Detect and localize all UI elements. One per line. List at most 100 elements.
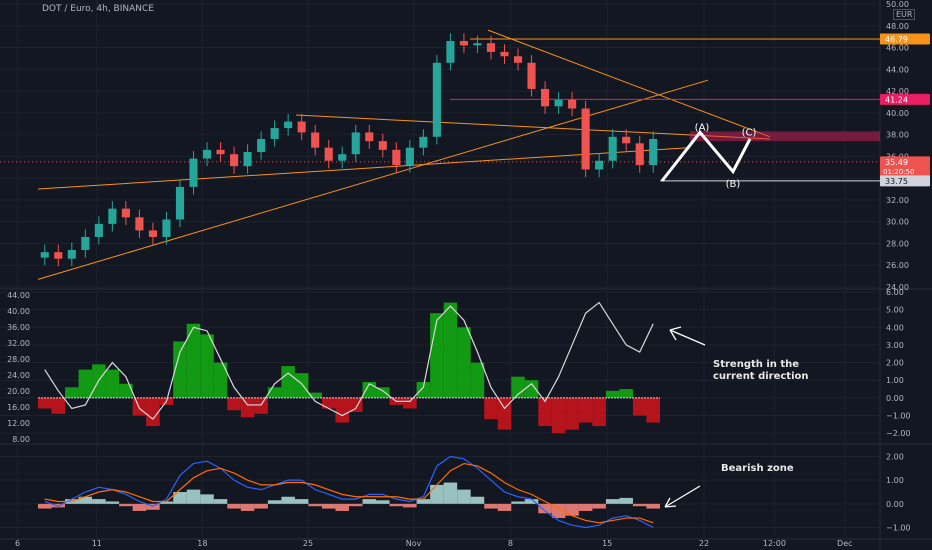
price-axis-label bbox=[880, 175, 930, 187]
candle-body bbox=[338, 154, 347, 161]
macd-line bbox=[44, 455, 654, 529]
candle-body bbox=[649, 138, 658, 166]
candle-body bbox=[202, 149, 212, 159]
macd-histogram-bar bbox=[538, 503, 552, 514]
candle-body bbox=[311, 132, 320, 148]
price-axis-label bbox=[880, 93, 930, 105]
macd-histogram-bar bbox=[119, 503, 133, 507]
candle-body bbox=[175, 186, 185, 220]
candle-body bbox=[392, 149, 401, 166]
strength-annotation: Strength in the current direction bbox=[713, 359, 809, 382]
strength-histogram-bar bbox=[335, 397, 349, 423]
strength-histogram-bar bbox=[200, 334, 214, 398]
candle-body bbox=[324, 147, 333, 161]
candle-body bbox=[541, 88, 550, 107]
resistance-zone bbox=[690, 131, 880, 142]
strength-histogram-bar bbox=[578, 397, 593, 423]
macd-histogram-bar bbox=[294, 499, 309, 504]
currency-label[interactable]: EUR bbox=[893, 9, 916, 20]
strength-histogram-bar bbox=[227, 397, 241, 411]
macd-histogram-bar bbox=[173, 492, 187, 504]
osc-left-tick-label: 44.00 bbox=[7, 291, 30, 300]
candle-body bbox=[54, 252, 63, 259]
macd-histogram-bar bbox=[132, 503, 147, 511]
candle-body bbox=[67, 249, 76, 259]
strength-histogram-bar bbox=[565, 397, 579, 430]
strength-histogram-bar bbox=[173, 341, 187, 398]
macd-histogram-bar bbox=[484, 503, 498, 509]
candle-body bbox=[148, 230, 157, 237]
macd-histogram-bar bbox=[78, 496, 93, 504]
macd-histogram-bar bbox=[416, 499, 431, 504]
candle-body bbox=[365, 132, 374, 142]
candle-body bbox=[81, 236, 90, 250]
macd-histogram-bar bbox=[605, 499, 620, 504]
strength-histogram-bar bbox=[308, 392, 322, 398]
price-axis-label-text: 33.75 bbox=[885, 177, 908, 186]
macd-histogram-bar bbox=[227, 503, 241, 509]
macd-histogram-bar bbox=[321, 503, 336, 509]
strength-histogram-bar bbox=[321, 397, 336, 409]
macd-histogram-bar bbox=[92, 499, 106, 504]
macd-y-tick-label: 1.00 bbox=[886, 476, 904, 485]
candle-body bbox=[635, 143, 644, 166]
candle-body bbox=[513, 56, 523, 63]
macd-histogram-bar bbox=[267, 500, 282, 504]
macd-histogram-bar bbox=[403, 503, 417, 508]
price-y-tick-label: 26.00 bbox=[886, 261, 909, 270]
osc-left-tick-label: 32.00 bbox=[7, 339, 30, 348]
osc-left-tick-label: 36.00 bbox=[7, 323, 30, 332]
bearish-arrow bbox=[664, 485, 701, 508]
strength-histogram-bar bbox=[484, 397, 498, 420]
macd-histogram-bar bbox=[524, 499, 539, 504]
descending-trendline bbox=[487, 29, 771, 138]
strength-histogram-bar bbox=[240, 397, 255, 418]
wave-label-c: (C) bbox=[742, 128, 757, 139]
osc-left-tick-label: 20.00 bbox=[7, 387, 30, 396]
strength-histogram-bar bbox=[619, 389, 633, 398]
strength-arrow bbox=[669, 326, 706, 346]
candle-body bbox=[581, 108, 590, 170]
strength-histogram-bar bbox=[294, 373, 309, 398]
price-y-tick-label: 24.00 bbox=[886, 283, 909, 292]
osc-y-tick-label: 1.00 bbox=[886, 376, 904, 385]
macd-histogram-bar bbox=[335, 503, 349, 511]
price-y-tick-label: 50.00 bbox=[886, 0, 909, 9]
price-y-tick-label: 40.00 bbox=[886, 109, 909, 118]
strength-histogram-bar bbox=[430, 313, 444, 398]
osc-left-tick-label: 24.00 bbox=[7, 371, 30, 380]
countdown-label: 01:20:50 bbox=[883, 168, 914, 176]
osc-y-tick-label: 4.00 bbox=[886, 323, 904, 332]
strength-histogram-bar bbox=[78, 369, 93, 398]
x-tick-label: Dec bbox=[837, 539, 852, 548]
strength-histogram-bar bbox=[511, 376, 525, 398]
osc-left-tick-label: 8.00 bbox=[12, 435, 30, 444]
macd-histogram-bar bbox=[240, 503, 255, 511]
macd-histogram-bar bbox=[470, 496, 485, 504]
osc-y-tick-label: 6.00 bbox=[886, 288, 904, 297]
candle-body bbox=[257, 138, 266, 153]
strength-histogram-bar bbox=[403, 397, 417, 409]
candle-body bbox=[622, 136, 631, 144]
osc-y-tick-label: 2.00 bbox=[886, 359, 904, 368]
macd-histogram-bar bbox=[497, 503, 512, 511]
ascending-trendline bbox=[37, 79, 709, 280]
osc-left-tick-label: 12.00 bbox=[7, 419, 30, 428]
strength-histogram-bar bbox=[65, 387, 79, 398]
macd-histogram-bar bbox=[430, 484, 444, 504]
strength-histogram-bar bbox=[416, 382, 431, 398]
osc-left-tick-label: 16.00 bbox=[7, 403, 30, 412]
price-axis-label-text: 35.49 bbox=[885, 158, 908, 167]
bearish-annotation: Bearish zone bbox=[721, 463, 794, 474]
candle-body bbox=[568, 99, 577, 109]
x-tick-label: 22 bbox=[699, 539, 709, 548]
macd-histogram-bar bbox=[281, 496, 295, 504]
osc-y-tick-label: −2.00 bbox=[886, 429, 911, 438]
x-tick-label: Nov bbox=[406, 539, 422, 548]
osc-left-tick-label: 28.00 bbox=[7, 355, 30, 364]
strength-histogram-bar bbox=[105, 369, 120, 398]
candle-body bbox=[446, 41, 455, 63]
macd-histogram-bar bbox=[105, 501, 120, 504]
